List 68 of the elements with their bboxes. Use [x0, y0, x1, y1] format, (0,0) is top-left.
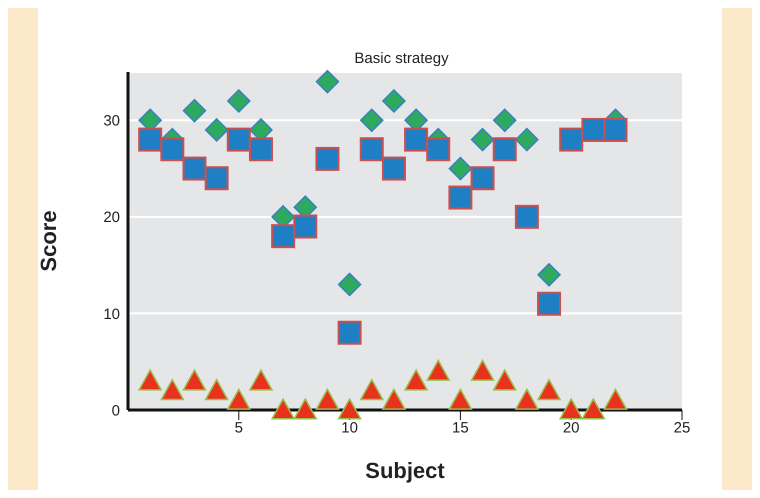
point: [581, 118, 606, 142]
point: [559, 398, 583, 420]
point: [338, 272, 362, 296]
point: [492, 137, 517, 162]
y-tick-label: 20: [103, 209, 120, 226]
point: [360, 137, 384, 162]
point: [537, 378, 561, 400]
y-axis-title: Score: [36, 210, 61, 272]
point: [404, 128, 428, 152]
point: [537, 292, 562, 316]
point: [338, 398, 362, 420]
chart-title: Basic strategy: [353, 50, 450, 67]
point: [182, 156, 206, 181]
point: [182, 369, 206, 391]
point: [316, 70, 340, 94]
point: [492, 108, 516, 132]
point: [382, 388, 406, 410]
point: [227, 89, 251, 113]
point: [294, 398, 318, 420]
x-tick-label: 10: [341, 420, 358, 437]
y-tick-label: 0: [112, 402, 120, 420]
point: [316, 388, 340, 410]
x-tick-label: 25: [674, 420, 690, 437]
point: [138, 369, 162, 391]
point: [426, 360, 450, 381]
point: [537, 263, 561, 287]
point: [360, 108, 384, 132]
point: [582, 398, 606, 420]
x-tick-label: 20: [562, 420, 580, 437]
point: [204, 166, 229, 190]
point: [448, 156, 472, 180]
point: [470, 360, 494, 381]
point: [204, 378, 228, 400]
y-tick-label: 30: [103, 112, 120, 130]
point: [338, 320, 362, 345]
point: [604, 118, 628, 142]
point: [182, 98, 206, 122]
point: [470, 128, 494, 152]
y-tick-label: 10: [103, 306, 120, 323]
point: [226, 128, 251, 152]
point: [515, 388, 539, 410]
x-axis-title: Subject: [365, 458, 446, 483]
point: [271, 224, 296, 248]
point: [404, 369, 428, 391]
point: [315, 146, 340, 171]
point: [249, 369, 273, 391]
point: [514, 204, 539, 229]
point: [448, 186, 472, 210]
point: [248, 137, 273, 162]
point: [293, 214, 318, 239]
point: [138, 128, 162, 152]
point: [515, 128, 539, 152]
point: [426, 137, 450, 162]
point: [382, 156, 406, 181]
point: [448, 388, 472, 410]
point: [470, 166, 495, 190]
point: [227, 388, 251, 410]
point: [360, 378, 384, 400]
point: [204, 118, 228, 142]
point: [160, 137, 184, 162]
x-tick-label: 15: [452, 420, 469, 437]
point: [492, 369, 516, 391]
point: [559, 128, 584, 152]
point: [271, 398, 295, 420]
point: [604, 388, 628, 410]
point: [160, 378, 184, 400]
point: [382, 89, 406, 113]
x-tick-label: 5: [234, 420, 243, 437]
